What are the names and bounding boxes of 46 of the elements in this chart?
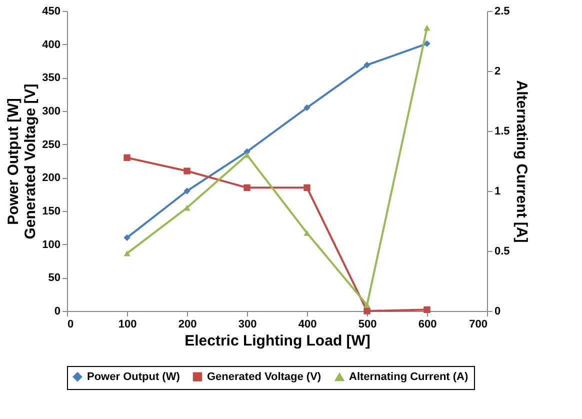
x-tick-label: 200 bbox=[178, 318, 197, 330]
y2-tick-label: 1 bbox=[494, 186, 501, 198]
point bbox=[304, 104, 310, 112]
y-tick-label: 0 bbox=[54, 306, 60, 318]
x-tick-label: 500 bbox=[358, 318, 377, 330]
point bbox=[124, 250, 130, 256]
y2-axis-title: Alternating Current [A] bbox=[512, 80, 530, 243]
point bbox=[184, 204, 190, 211]
point bbox=[244, 152, 250, 158]
point bbox=[124, 154, 130, 162]
x-axis-title: Electric Lighting Load [W] bbox=[184, 332, 370, 350]
x-tick-label: 0 bbox=[68, 318, 74, 330]
y2-tick-label: 2.5 bbox=[494, 6, 510, 18]
point bbox=[124, 234, 130, 242]
y-tick-label: 400 bbox=[42, 38, 60, 51]
point bbox=[364, 308, 370, 314]
y2-tick-label: 0.5 bbox=[494, 246, 510, 258]
y-tick-label: 150 bbox=[42, 206, 60, 218]
y2-tick-label: 2 bbox=[494, 66, 501, 78]
point bbox=[184, 168, 190, 174]
x-tick-label: 700 bbox=[469, 318, 488, 330]
point bbox=[424, 306, 430, 314]
point bbox=[244, 184, 250, 192]
point bbox=[304, 184, 310, 192]
point bbox=[424, 24, 430, 31]
y-axis-title: Power Output [W] Generated Voltage [V] bbox=[5, 84, 40, 240]
y2-tick-label: 0 bbox=[494, 306, 501, 318]
x-tick-label: 400 bbox=[298, 318, 317, 330]
x-tick-label: 100 bbox=[118, 318, 137, 330]
y-tick-label: 250 bbox=[42, 138, 60, 151]
y-tick-label: 200 bbox=[42, 172, 60, 184]
point bbox=[364, 62, 370, 68]
legend-label: Generated Voltage (V) bbox=[207, 370, 322, 383]
x-tick-label: 600 bbox=[418, 318, 437, 330]
point bbox=[424, 40, 430, 48]
point bbox=[304, 230, 310, 236]
legend-label: Alternating Current (A) bbox=[349, 371, 468, 384]
y-tick-label: 50 bbox=[48, 272, 60, 284]
x-tick-label: 300 bbox=[238, 318, 257, 330]
y-tick-label: 450 bbox=[42, 6, 60, 18]
y-tick-label: 300 bbox=[42, 106, 60, 118]
legend-label: Power Output (W) bbox=[87, 370, 180, 383]
point bbox=[184, 188, 190, 194]
y-tick-label: 350 bbox=[42, 72, 60, 84]
y2-tick-label: 1.5 bbox=[494, 126, 510, 138]
y-tick-label: 100 bbox=[42, 238, 60, 251]
